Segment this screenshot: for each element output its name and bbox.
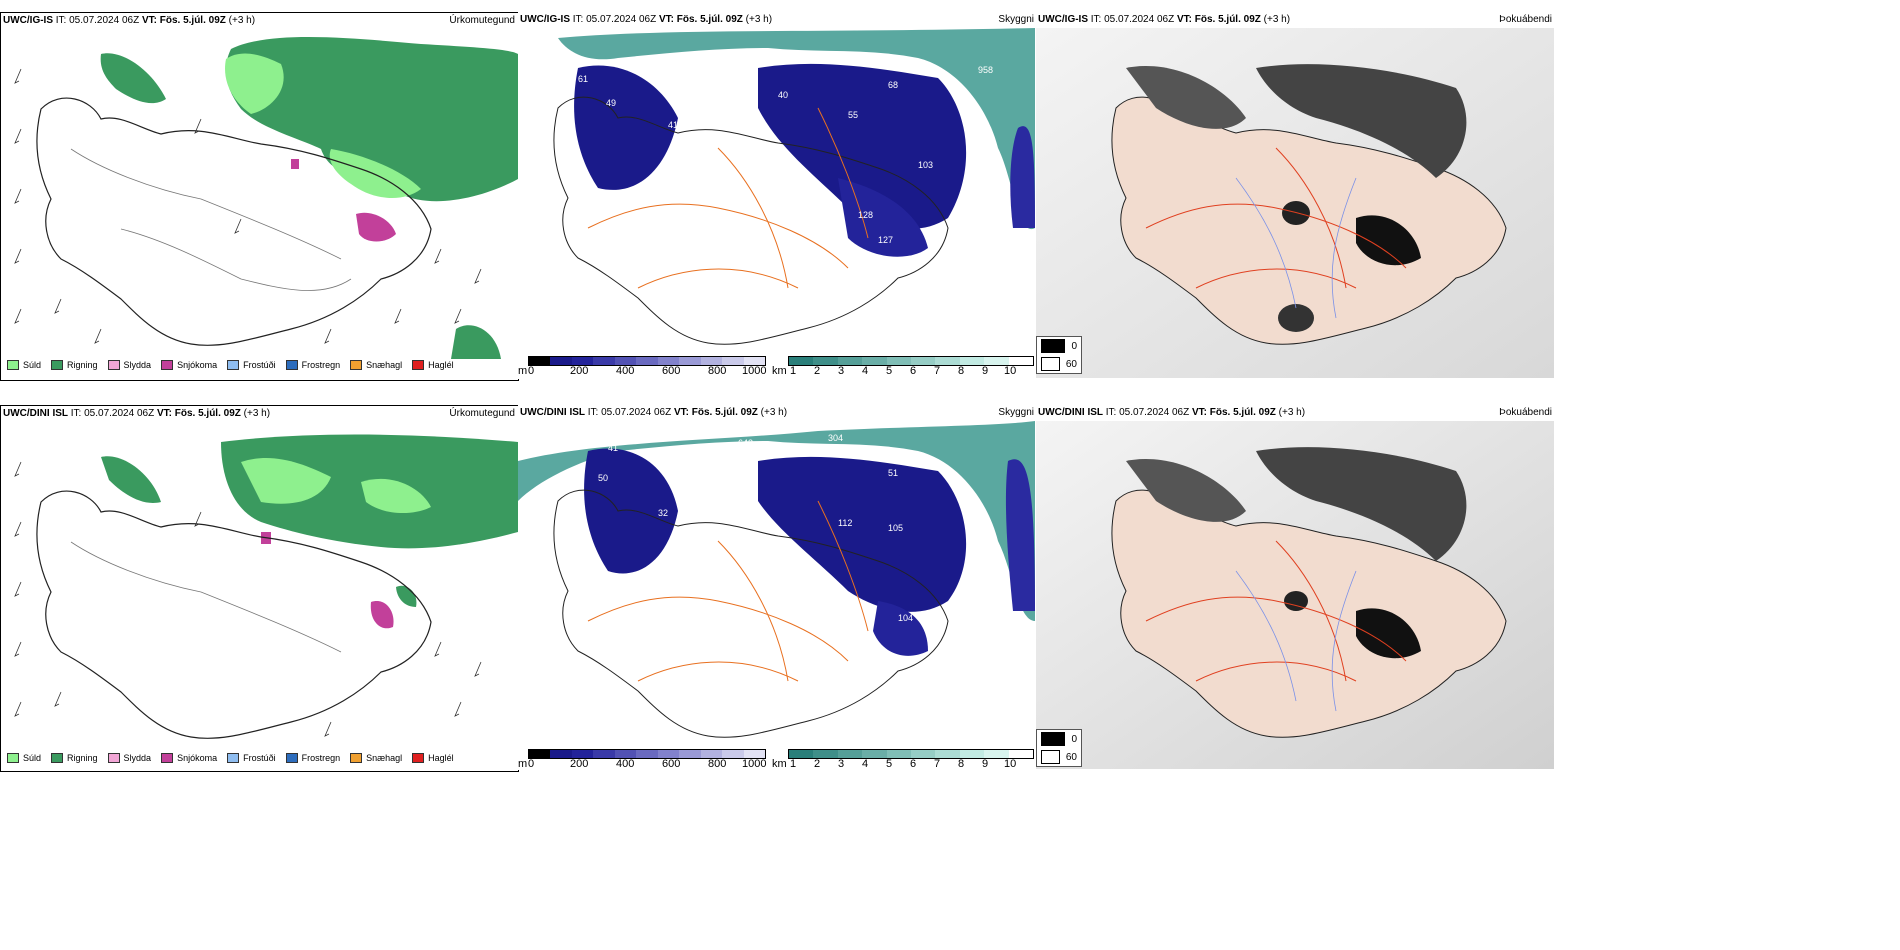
panel-title: UWC/IG-IS IT: 05.07.2024 06Z VT: Fös. 5.… xyxy=(520,14,773,25)
visibility-colorbar xyxy=(788,356,1034,366)
panel-title: UWC/DINI ISL IT: 05.07.2024 06Z VT: Fös.… xyxy=(1038,407,1306,418)
cloud-label: 49 xyxy=(606,98,616,108)
cloud-base-ticks: m 0 200 400 600 800 1000 xyxy=(518,758,767,770)
precip-legend: Súld Rigning Slydda Snjókoma Frostúði Fr… xyxy=(7,360,454,370)
param-label: Þokuábendi xyxy=(1499,14,1552,25)
fog-panel-bottom: UWC/DINI ISL IT: 05.07.2024 06Z VT: Fös.… xyxy=(1036,405,1554,770)
legend-item: Snæhagl xyxy=(350,753,402,763)
cloud-base-colorbar xyxy=(528,749,766,759)
cloud-base-ticks: m 0 200 400 600 800 1000 xyxy=(518,365,767,377)
cloud-base-colorbar xyxy=(528,356,766,366)
cloud-label: 61 xyxy=(578,74,588,84)
legend-item: Frostregn xyxy=(285,360,340,370)
visibility-ticks: km 1 2 3 4 5 6 7 8 9 10 xyxy=(772,758,1017,770)
cloud-label: 958 xyxy=(978,65,993,75)
param-label: Þokuábendi xyxy=(1499,407,1552,418)
fog-panel-top: UWC/IG-IS IT: 05.07.2024 06Z VT: Fös. 5.… xyxy=(1036,12,1554,379)
precip-map xyxy=(1,29,518,359)
legend-item: Haglél xyxy=(412,360,454,370)
cloud-label: 32 xyxy=(658,508,668,518)
legend-item: Snæhagl xyxy=(350,360,402,370)
cloud-label: 41 xyxy=(608,443,618,453)
fog-legend: 0 60 xyxy=(1036,336,1082,374)
cloud-label: 40 xyxy=(778,90,788,100)
legend-item: Rigning xyxy=(51,360,98,370)
panel-title: UWC/DINI ISL IT: 05.07.2024 06Z VT: Fös.… xyxy=(3,408,271,419)
panel-title: UWC/IG-IS IT: 05.07.2024 06Z VT: Fös. 5.… xyxy=(1038,14,1291,25)
legend-item: Slydda xyxy=(107,753,151,763)
cloud-label: 104 xyxy=(898,613,913,623)
legend-item: Haglél xyxy=(412,753,454,763)
legend-item: Rigning xyxy=(51,753,98,763)
param-label: Úrkomutegund xyxy=(449,15,515,26)
precip-map xyxy=(1,422,518,750)
legend-item: Súld xyxy=(7,360,41,370)
param-label: Skyggni xyxy=(998,14,1034,25)
cloud-panel-bottom: UWC/DINI ISL IT: 05.07.2024 06Z VT: Fös.… xyxy=(518,405,1036,770)
cloud-label: 304 xyxy=(828,433,843,443)
param-label: Úrkomutegund xyxy=(449,408,515,419)
precip-panel-top: UWC/IG-IS IT: 05.07.2024 06Z VT: Fös. 5.… xyxy=(0,12,519,381)
cloud-label: 112 xyxy=(838,518,852,528)
legend-item: Slydda xyxy=(107,360,151,370)
fog-legend: 0 60 xyxy=(1036,729,1082,767)
cloud-label: 105 xyxy=(888,523,903,533)
cloud-label: 62 xyxy=(778,583,788,593)
cloud-label: 643 xyxy=(738,438,753,448)
cloud-label: 55 xyxy=(848,110,858,120)
fog-map xyxy=(1036,28,1554,378)
cloud-label: 50 xyxy=(598,473,608,483)
fog-map xyxy=(1036,421,1554,769)
cloud-label: 41 xyxy=(668,120,678,130)
visibility-ticks: km 1 2 3 4 5 6 7 8 9 10 xyxy=(772,365,1017,377)
visibility-colorbar xyxy=(788,749,1034,759)
cloud-label: 60 xyxy=(788,190,798,200)
cloud-label: 103 xyxy=(918,160,933,170)
cloud-label: 128 xyxy=(858,210,873,220)
cloud-label: 51 xyxy=(888,468,898,478)
panel-title: UWC/DINI ISL IT: 05.07.2024 06Z VT: Fös.… xyxy=(520,407,788,418)
legend-item: Frostregn xyxy=(285,753,340,763)
cloud-label: 93 xyxy=(848,603,858,613)
cloud-map: 41 50 32 643 304 51 105 112 104 93 62 xyxy=(518,421,1035,743)
panel-title: UWC/IG-IS IT: 05.07.2024 06Z VT: Fös. 5.… xyxy=(3,15,256,26)
precip-panel-bottom: UWC/DINI ISL IT: 05.07.2024 06Z VT: Fös.… xyxy=(0,405,519,772)
legend-item: Frostúði xyxy=(227,753,276,763)
legend-item: Snjókoma xyxy=(161,360,217,370)
legend-item: Súld xyxy=(7,753,41,763)
cloud-map: 46 61 49 41 40 55 68 958 103 128 127 60 xyxy=(518,28,1035,350)
cloud-panel-top: UWC/IG-IS IT: 05.07.2024 06Z VT: Fös. 5.… xyxy=(518,12,1036,379)
cloud-label: 46 xyxy=(564,50,574,60)
precip-legend: Súld Rigning Slydda Snjókoma Frostúði Fr… xyxy=(7,753,454,763)
legend-item: Snjókoma xyxy=(161,753,217,763)
param-label: Skyggni xyxy=(998,407,1034,418)
legend-item: Frostúði xyxy=(227,360,276,370)
cloud-label: 127 xyxy=(878,235,893,245)
cloud-label: 68 xyxy=(888,80,898,90)
